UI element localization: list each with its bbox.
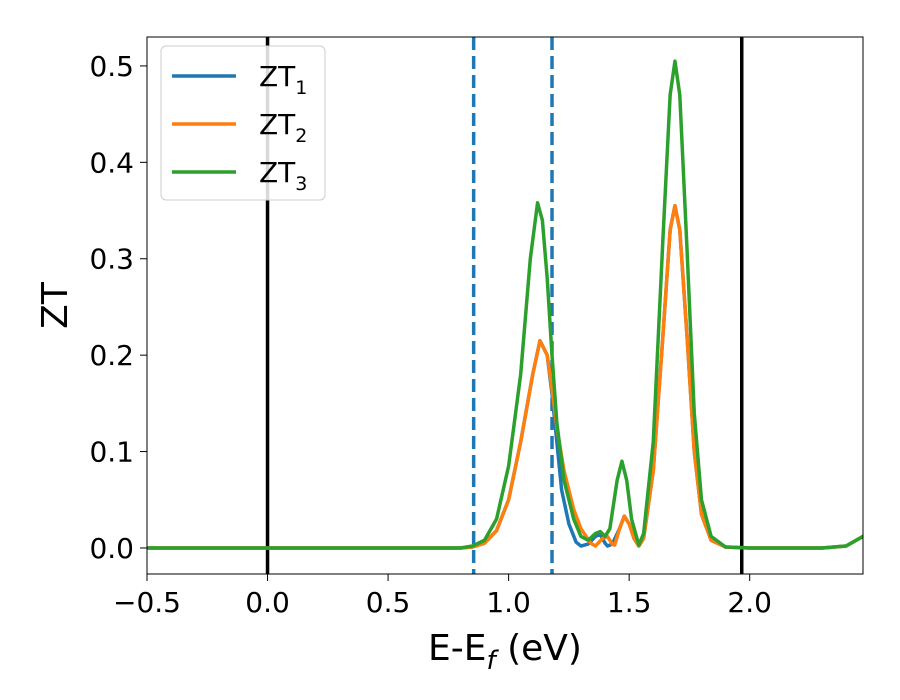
x-axis-title-unit: (eV) bbox=[496, 628, 582, 669]
y-tick-label-0: 0.0 bbox=[89, 532, 134, 565]
legend-label-3: ZT3 bbox=[259, 156, 307, 195]
legend-label-1: ZT1 bbox=[259, 60, 307, 99]
y-tick-label-1: 0.1 bbox=[89, 436, 134, 469]
x-tick-label-1: 0.0 bbox=[245, 586, 290, 619]
x-tick-label-2: 0.5 bbox=[366, 586, 411, 619]
y-axis-title: ZT bbox=[35, 281, 76, 329]
series-line-2 bbox=[147, 203, 863, 550]
y-tick-label-2: 0.2 bbox=[89, 339, 134, 372]
legend-label-main-3: ZT bbox=[259, 156, 296, 189]
legend-box bbox=[160, 45, 326, 201]
x-tick-label-3: 1.0 bbox=[486, 586, 531, 619]
legend-label-main-1: ZT bbox=[259, 60, 296, 93]
x-axis-title-main: E-E bbox=[428, 628, 486, 669]
x-tick-label-5: 2.0 bbox=[727, 586, 772, 619]
legend-label-subscript-3: 3 bbox=[295, 173, 307, 195]
x-tick-label-0: −0.5 bbox=[113, 586, 181, 619]
legend-label-main-2: ZT bbox=[259, 108, 296, 141]
x-axis-title: E-Ef (eV) bbox=[428, 628, 582, 676]
y-tick-label-3: 0.3 bbox=[89, 243, 134, 276]
legend-label-2: ZT2 bbox=[259, 108, 307, 147]
x-tick-label-4: 1.5 bbox=[607, 586, 652, 619]
legend-label-subscript-2: 2 bbox=[295, 125, 307, 147]
axes-frame bbox=[146, 36, 864, 575]
y-tick-label-4: 0.4 bbox=[89, 146, 134, 179]
y-tick-label-5: 0.5 bbox=[89, 50, 134, 83]
axes: −0.5 0.0 0.5 1.0 1.5 2.0 0.0 0.1 0.2 0.3 0.4 0.5 E-E… bbox=[35, 36, 864, 676]
series-line-3 bbox=[147, 59, 863, 550]
legend-label-subscript-1: 1 bbox=[295, 77, 307, 99]
